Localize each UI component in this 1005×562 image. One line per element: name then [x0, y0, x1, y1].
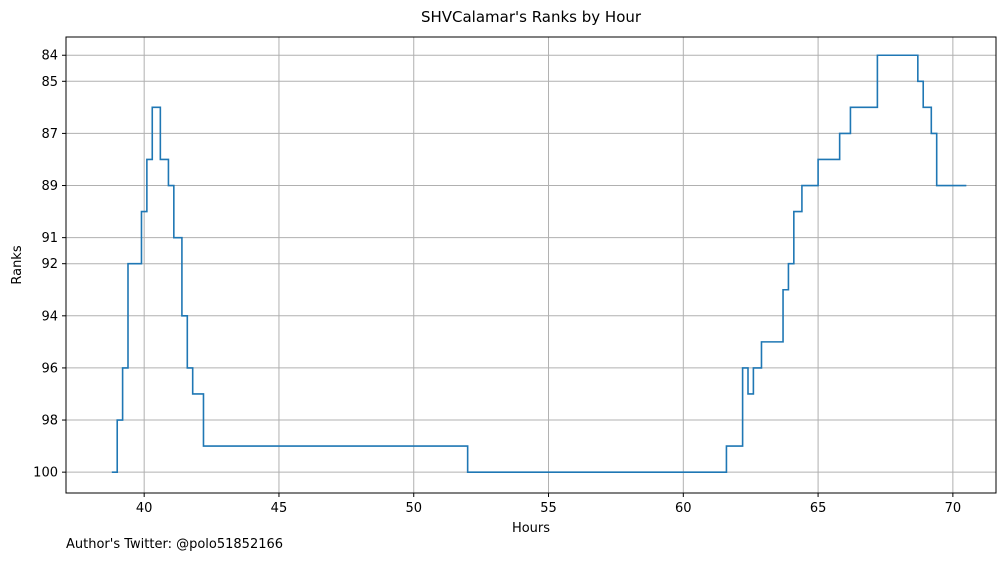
x-tick-label: 70	[945, 501, 962, 516]
y-tick-label: 98	[41, 414, 58, 429]
y-ticks: 84 85 87 89 91 92 94 96 98 100	[33, 49, 66, 481]
plot-frame	[65, 36, 997, 494]
y-tick-label: 96	[41, 361, 58, 376]
x-ticks: 40 45 50 55 60 65 70	[136, 493, 961, 516]
x-tick-label: 40	[136, 501, 153, 516]
series-layer	[111, 54, 967, 473]
x-tick-label: 55	[540, 501, 557, 516]
author-footnote: Author's Twitter: @polo51852166	[66, 537, 284, 552]
y-tick-label: 91	[41, 231, 58, 246]
x-tick-label: 50	[405, 501, 422, 516]
y-tick-label: 100	[33, 466, 58, 481]
y-tick-label: 85	[41, 75, 58, 90]
y-tick-label: 89	[41, 179, 58, 194]
x-axis-title: Hours	[512, 521, 550, 536]
y-tick-label: 94	[41, 309, 58, 324]
y-tick-label: 84	[41, 49, 58, 64]
rank-step-line	[111, 54, 967, 473]
y-tick-label: 92	[41, 257, 58, 272]
y-axis-title: Ranks	[10, 245, 25, 284]
grid-lines	[66, 37, 996, 493]
x-tick-label: 65	[810, 501, 827, 516]
chart-title: SHVCalamar's Ranks by Hour	[421, 8, 642, 26]
x-tick-label: 45	[271, 501, 288, 516]
y-tick-label: 87	[41, 127, 58, 142]
x-tick-label: 60	[675, 501, 692, 516]
